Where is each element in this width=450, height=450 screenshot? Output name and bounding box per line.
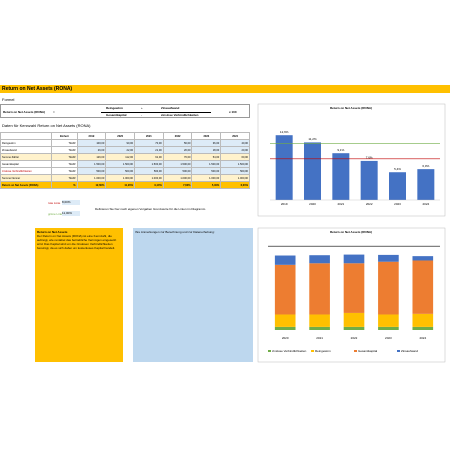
x-tick-label: 2023	[385, 336, 392, 340]
x-tick-label: 2024	[419, 336, 426, 340]
formula-den2: zinslose Verbindlichkeiten	[161, 113, 199, 117]
table-row: zinslose Verbindlichkeiten TEUR 500,00 500,…	[0, 167, 250, 175]
bar	[389, 172, 406, 200]
formula-factor: x 100	[229, 110, 237, 114]
bar-segment	[378, 314, 399, 327]
x-tick-label: 2021	[316, 336, 323, 340]
value-label: 5,4%	[394, 167, 401, 171]
legend-label: Reingewinn	[315, 349, 331, 353]
formula-box: Return on Net Assets (RONA) = Reingewinn…	[0, 104, 250, 118]
notes-box: Ihre Anmerkungen zur Berechnung und zur …	[133, 228, 253, 362]
bar-segment	[309, 255, 330, 264]
info-heading: Return on Net Assets	[37, 230, 68, 234]
value-label: 7,6%	[366, 156, 373, 160]
bar	[360, 160, 378, 200]
limit-value: 8,00%	[62, 200, 80, 205]
formula-den1: Gesamtkapital	[106, 113, 127, 117]
table-row: Zinsaufwand TEUR 26,00 22,00 21,00 20,00 18,00…	[0, 146, 250, 154]
x-tick-label: 2019	[281, 202, 288, 206]
table-heading: Daten für Kennzahl Return on Net Assets …	[2, 123, 91, 128]
limit-note: Definieren Sie hier nach eigenen Vorgabe…	[95, 207, 207, 211]
bar-segment	[343, 254, 365, 264]
formula-num1: Reingewinn	[106, 106, 123, 110]
limit-label: grüne Linie	[48, 212, 63, 216]
bar-segment	[343, 312, 365, 327]
bar-segment	[412, 326, 434, 330]
legend-label: Zinsaufwand	[401, 349, 418, 353]
bar-segment	[309, 326, 330, 330]
formula-heading: Formel	[2, 97, 15, 102]
bar-segment	[378, 254, 399, 262]
chart-title: Return on Net Assets (RONA)	[330, 230, 372, 234]
bar-segment	[343, 263, 365, 313]
legend-swatch	[268, 350, 271, 352]
formula-plus: +	[141, 106, 143, 110]
bar-segment	[378, 261, 399, 315]
x-tick-label: 2022	[351, 336, 358, 340]
bar-segment	[412, 260, 434, 314]
bar-segment	[274, 264, 296, 315]
x-tick-label: 2022	[366, 202, 373, 206]
bar-segment	[412, 256, 434, 261]
table-cell: Return on Net Assets (RONA)	[0, 181, 52, 189]
bar	[417, 169, 435, 200]
bar-segment	[309, 314, 330, 327]
legend-label: Gesamtkapital	[358, 349, 378, 353]
bar	[275, 135, 293, 200]
value-label: 9,1%	[337, 148, 344, 152]
formula-minus: -	[141, 113, 142, 117]
bar-segment	[412, 313, 434, 327]
legend-swatch	[311, 350, 314, 352]
x-tick-label: 2021	[337, 202, 344, 206]
table-cell: 6,00%	[220, 181, 250, 189]
table-row: Return on Net Assets (RONA)% 12,60% 11,20%…	[0, 181, 250, 189]
bar-segment	[274, 314, 296, 327]
info-text: Der Return on Net Assets (RONA) ist eine…	[37, 234, 117, 250]
table-cell: 12,60%	[76, 181, 107, 189]
value-label: 11,2%	[308, 137, 317, 141]
formula-num2: Zinsaufwand	[161, 106, 180, 110]
title-bar: Return on Net Assets (RONA)	[0, 85, 450, 93]
bar-segment	[378, 326, 399, 330]
x-tick-label: 2020	[309, 202, 316, 206]
data-table: Einheit 2019 2020 2021 2022 2023 2024 Reingewin…	[0, 132, 250, 189]
bar	[332, 153, 350, 200]
bar-segment	[309, 263, 330, 315]
table-row: Summe Zähler TEUR 126,00 112,00 91,00 76,00 54…	[0, 153, 250, 161]
limit-value: 11,00%	[62, 211, 80, 216]
bar-segment	[343, 326, 365, 330]
legend-swatch	[397, 350, 400, 352]
legend-swatch	[354, 350, 357, 352]
bar	[304, 142, 321, 200]
bar-segment	[274, 255, 296, 265]
x-tick-label: 2024	[422, 202, 429, 206]
formula-lhs: Return on Net Assets (RONA)	[3, 110, 46, 114]
limit-label: rote Linie	[48, 201, 61, 205]
chart-title: Return on Net Assets (RONA)	[330, 106, 372, 110]
formula-eq: =	[53, 110, 55, 114]
bar-segment	[274, 326, 296, 330]
value-label: 6,0%	[422, 164, 429, 168]
legend-label: zinslose Verbindlichkeiten	[272, 349, 307, 353]
x-tick-label: 2020	[282, 336, 289, 340]
x-tick-label: 2023	[394, 202, 401, 206]
info-box: Return on Net Assets Der Return on Net A…	[35, 228, 123, 362]
value-label: 12,6%	[280, 130, 289, 134]
